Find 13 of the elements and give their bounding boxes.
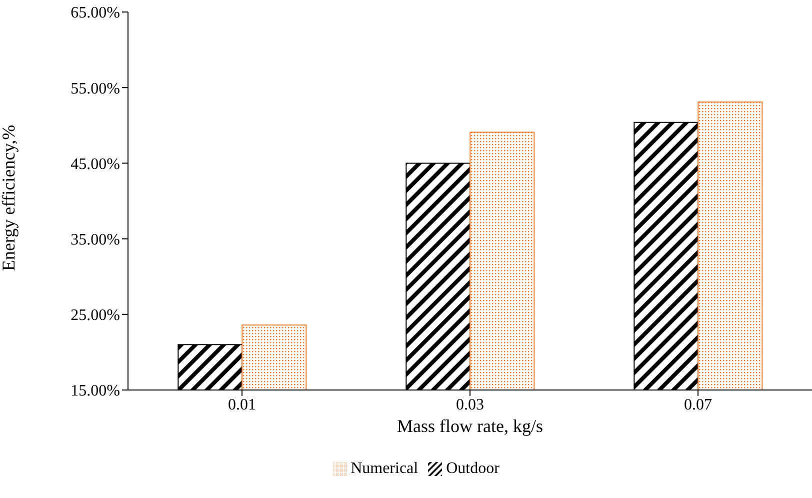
legend-label: Numerical — [350, 460, 418, 477]
x-tick-label: 0.03 — [456, 396, 484, 414]
x-axis-title: Mass flow rate, kg/s — [397, 416, 543, 436]
x-tick-label: 0.01 — [228, 396, 256, 414]
y-tick-label: 65.00% — [70, 4, 120, 22]
y-tick-label: 35.00% — [70, 231, 120, 248]
y-tick-label: 45.00% — [70, 156, 120, 173]
x-tick-label: 0.07 — [684, 396, 712, 414]
y-axis-title: Energy efficiency,% — [0, 124, 18, 271]
y-tick-label: 15.00% — [70, 382, 120, 400]
legend-label: Outdoor — [446, 460, 500, 477]
y-tick-label: 25.00% — [70, 307, 120, 324]
y-tick-label: 55.00% — [70, 80, 120, 98]
